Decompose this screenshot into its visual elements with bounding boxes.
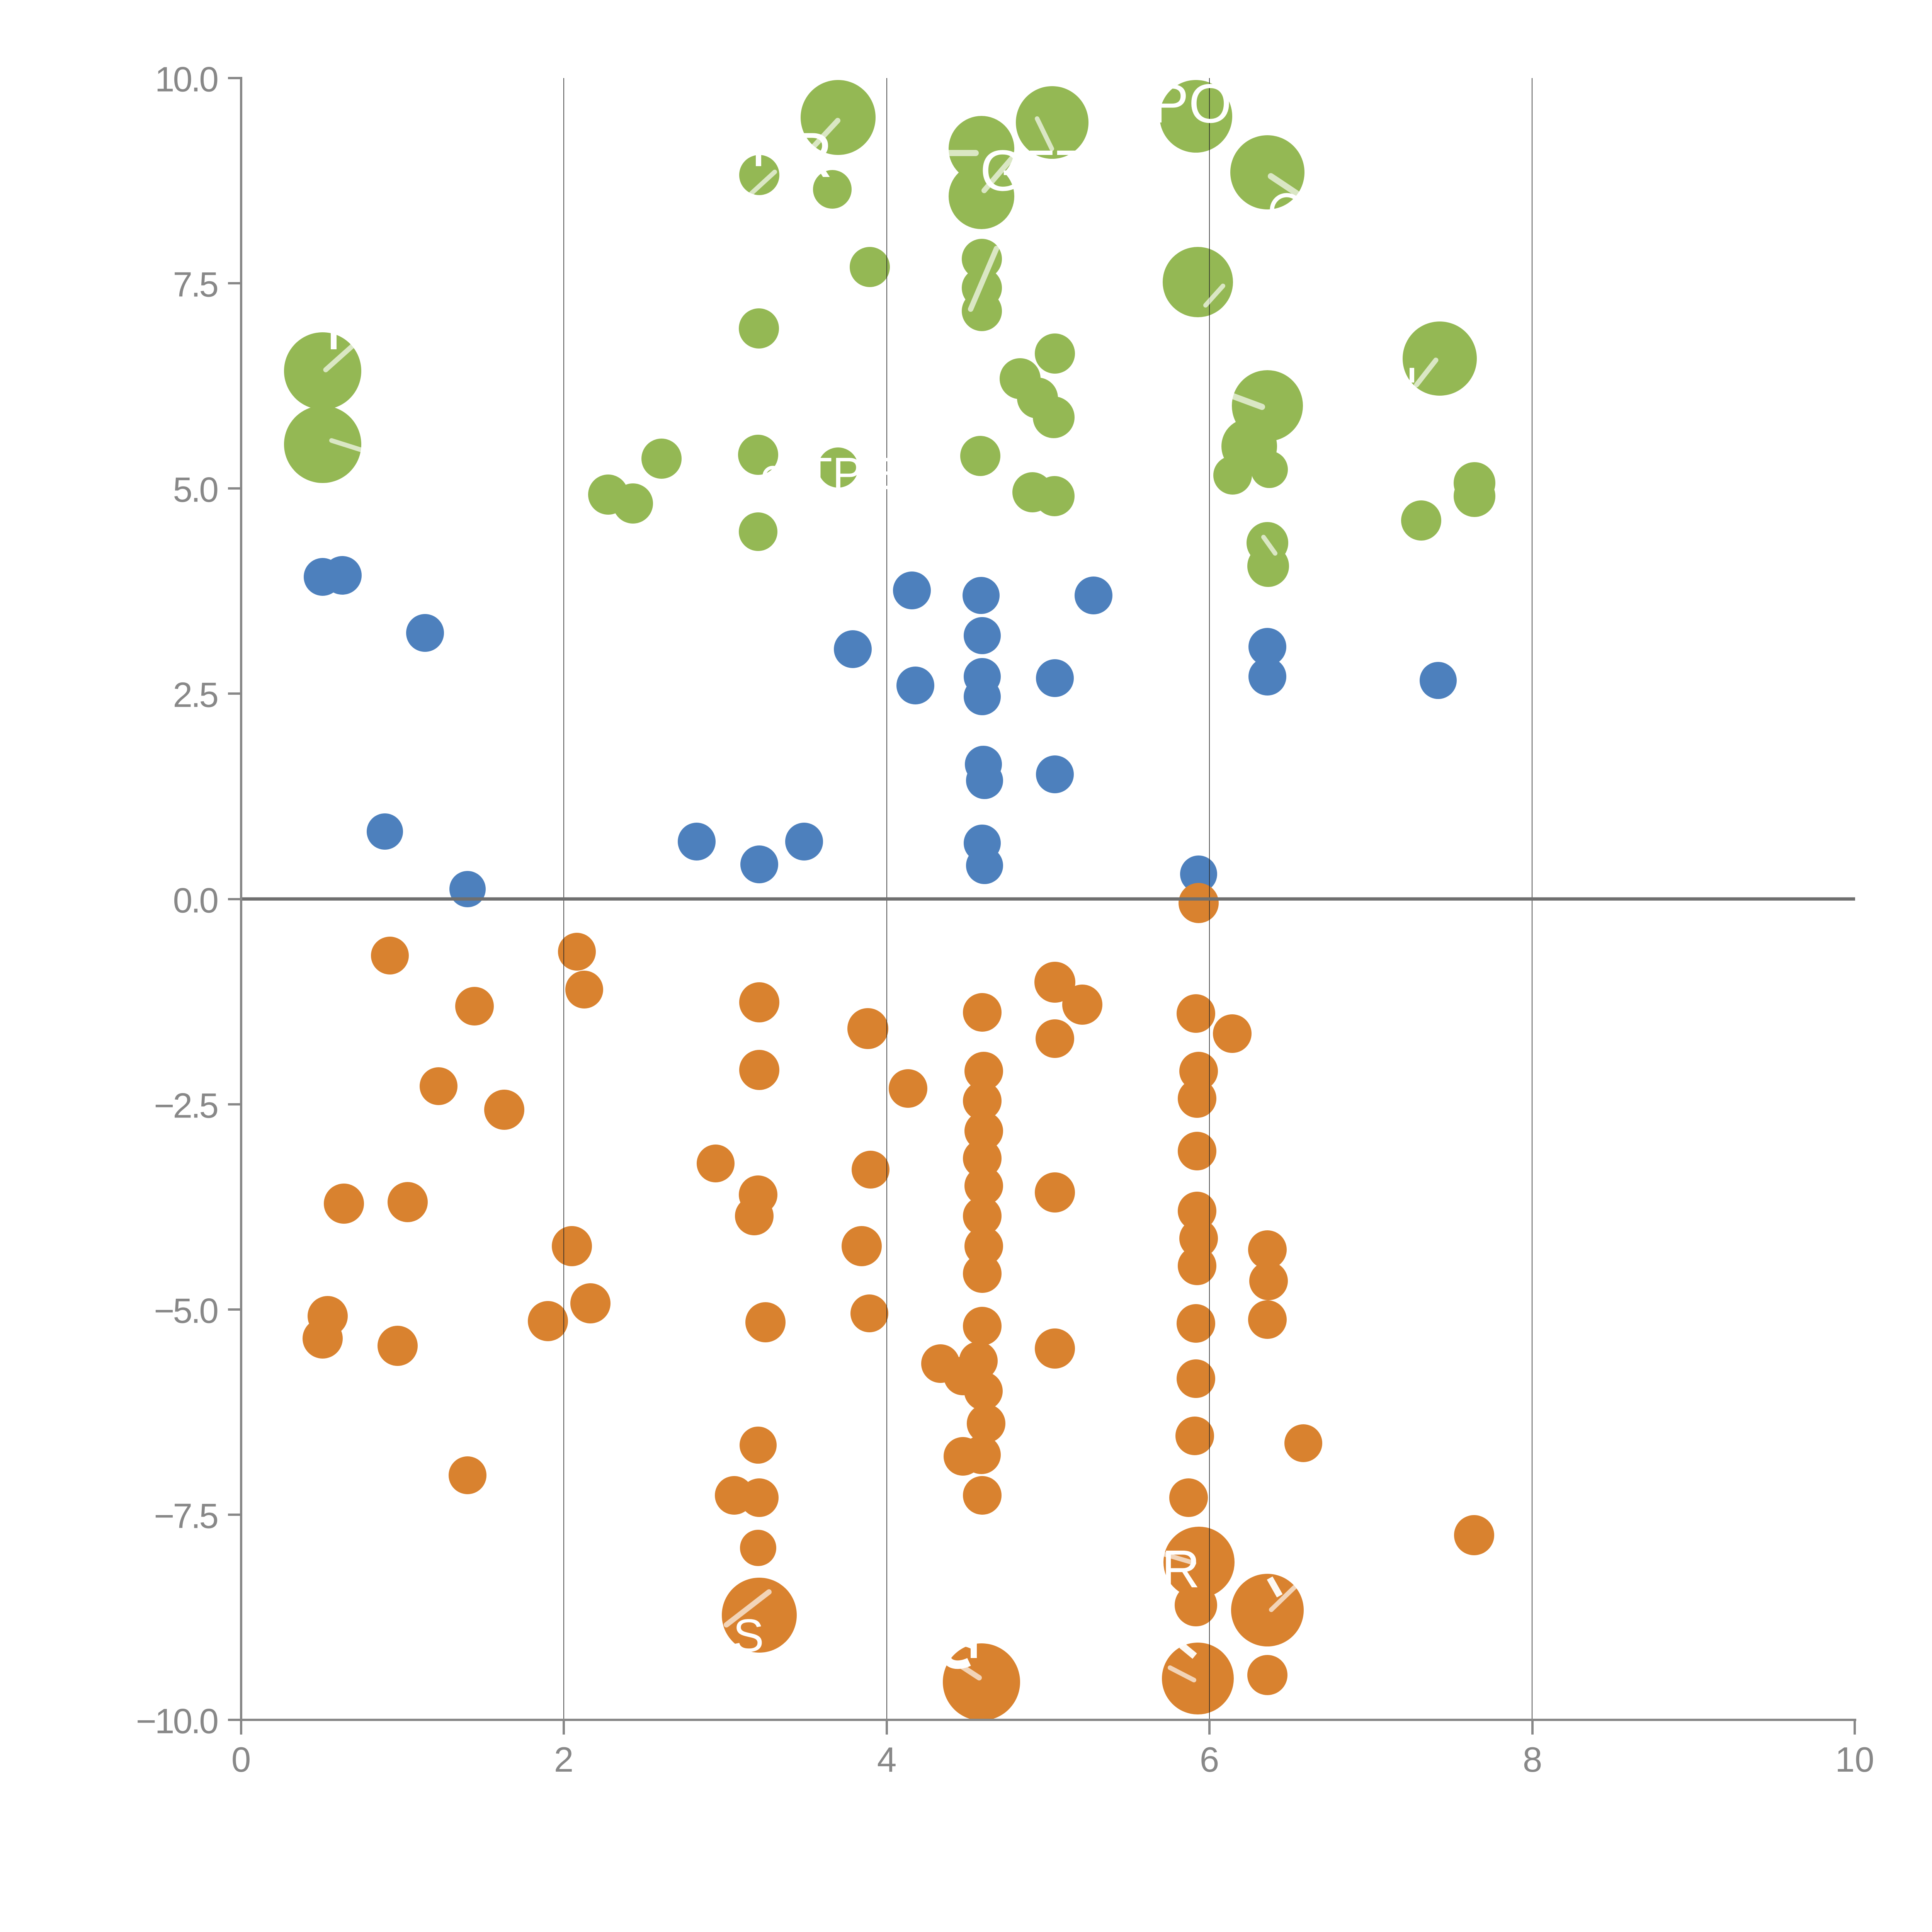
svg-text:5.0: 5.0 (173, 471, 218, 510)
svg-text:−10.0: −10.0 (136, 1702, 218, 1741)
svg-text:PO: PO (1152, 73, 1232, 134)
svg-text:2.5: 2.5 (173, 676, 217, 715)
svg-text:10: 10 (1835, 1740, 1874, 1779)
svg-text:8: 8 (1523, 1740, 1543, 1779)
svg-text:0: 0 (231, 1740, 251, 1779)
svg-text:10.0: 10.0 (155, 60, 218, 99)
svg-text:−7.5: −7.5 (154, 1497, 217, 1536)
svg-text:−5.0: −5.0 (154, 1292, 218, 1331)
svg-text:7.5: 7.5 (173, 265, 217, 304)
svg-text:0.0: 0.0 (173, 881, 218, 920)
svg-text:R: R (1162, 1539, 1200, 1599)
svg-text:2: 2 (554, 1740, 574, 1779)
svg-text:6: 6 (1200, 1740, 1219, 1779)
svg-text:−2.5: −2.5 (154, 1087, 217, 1126)
svg-text:TPE: TPE (804, 448, 893, 499)
svg-text:4: 4 (877, 1740, 897, 1779)
svg-text:G57: G57 (980, 138, 1087, 203)
